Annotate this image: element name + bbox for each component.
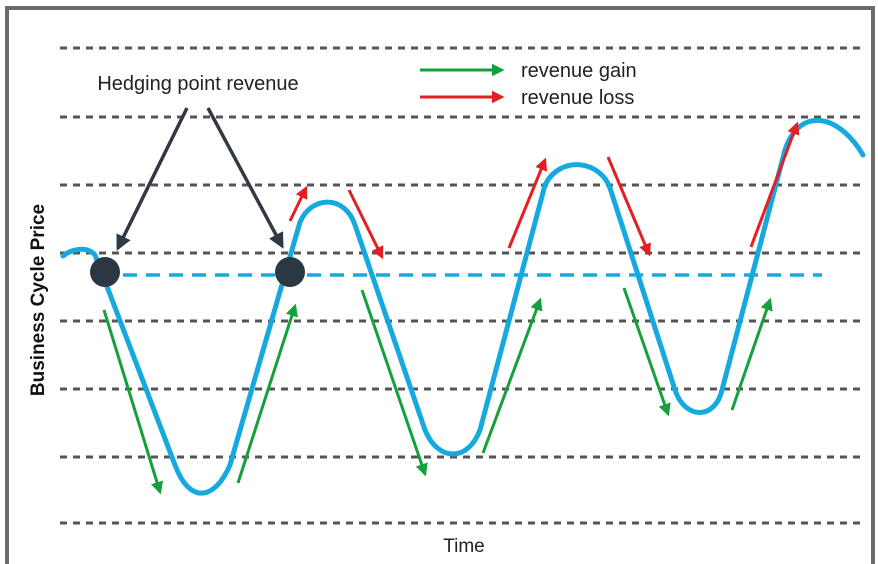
hedge-point-marker bbox=[275, 257, 305, 287]
loss-arrow bbox=[288, 185, 308, 222]
gain-arrow bbox=[730, 297, 773, 411]
hedge-point-marker bbox=[90, 257, 120, 287]
callout-arrow bbox=[116, 107, 189, 251]
gridlines bbox=[60, 46, 862, 525]
callout-arrows bbox=[116, 107, 284, 251]
hedging-point-label: Hedging point revenue bbox=[97, 73, 298, 95]
loss-arrow bbox=[606, 156, 651, 257]
legend: revenue gain revenue loss bbox=[420, 60, 637, 109]
legend-gain-label: revenue gain bbox=[521, 60, 637, 82]
loss-arrow bbox=[347, 189, 384, 260]
gain-arrow bbox=[360, 289, 428, 477]
x-axis-label: Time bbox=[443, 536, 485, 557]
loss-arrow bbox=[749, 121, 800, 248]
gain-arrow bbox=[622, 287, 671, 417]
gain-arrow bbox=[102, 309, 164, 495]
gain-arrow bbox=[236, 303, 298, 484]
business-cycle-curve bbox=[60, 118, 866, 496]
revenue-gain-arrows bbox=[102, 287, 773, 495]
diagram-frame bbox=[5, 6, 875, 564]
loss-arrow bbox=[507, 157, 548, 249]
callout-arrow bbox=[206, 107, 284, 249]
gain-arrow bbox=[481, 297, 543, 454]
y-axis-label: Business Cycle Price bbox=[28, 204, 49, 396]
revenue-loss-arrows bbox=[288, 121, 800, 260]
legend-loss-label: revenue loss bbox=[521, 87, 634, 109]
